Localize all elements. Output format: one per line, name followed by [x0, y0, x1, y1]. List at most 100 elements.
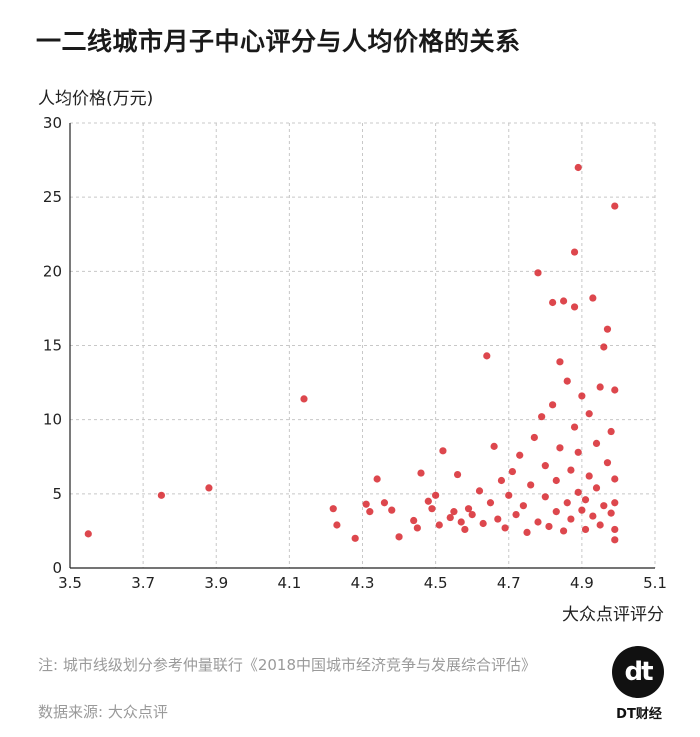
data-point — [519, 502, 527, 510]
data-point — [523, 528, 531, 537]
x-tick-label: 4.5 — [424, 574, 448, 592]
data-point — [578, 506, 586, 514]
data-point — [611, 475, 619, 483]
x-axis-label: 大众点评评分 — [562, 605, 664, 625]
data-point — [574, 448, 582, 456]
data-point — [157, 491, 166, 499]
data-point — [538, 413, 546, 421]
data-point — [457, 518, 465, 526]
data-point — [380, 499, 389, 507]
x-tick-label: 4.7 — [497, 574, 521, 592]
data-point — [611, 536, 619, 544]
data-point — [439, 447, 447, 455]
data-point — [552, 476, 560, 485]
x-tick-label: 3.7 — [131, 574, 155, 592]
data-point — [468, 510, 476, 519]
y-tick-label: 10 — [43, 411, 62, 429]
data-point — [567, 515, 575, 523]
data-point — [333, 521, 341, 529]
x-tick-label: 4.1 — [277, 574, 301, 592]
data-point — [541, 462, 549, 470]
data-point — [607, 509, 615, 517]
dt-logo-icon: dt — [612, 646, 664, 698]
data-point — [559, 527, 568, 535]
data-point — [611, 499, 619, 507]
data-point — [417, 469, 425, 477]
data-point — [559, 297, 568, 305]
data-point — [556, 358, 564, 366]
data-point — [585, 410, 593, 418]
x-tick-label: 4.3 — [351, 574, 375, 592]
data-point — [581, 525, 590, 534]
data-point — [516, 451, 524, 459]
data-point — [450, 508, 458, 516]
y-tick-label: 25 — [43, 188, 62, 206]
data-point — [563, 499, 571, 507]
data-point — [611, 525, 619, 534]
data-point — [603, 325, 612, 333]
data-point — [527, 481, 535, 489]
data-point — [607, 427, 615, 436]
x-tick-label: 4.9 — [570, 574, 594, 592]
data-point — [534, 269, 542, 277]
data-point — [581, 496, 590, 504]
data-points — [84, 163, 619, 544]
data-point — [362, 500, 370, 508]
data-point — [432, 491, 440, 499]
data-point — [556, 444, 564, 452]
data-point — [461, 525, 469, 534]
tick-labels: 3.5 3.7 3.9 4.1 4.3 4.5 4.7 4.9 5.1 0 5 10 15 20 25 30 — [43, 114, 667, 592]
data-point — [574, 163, 582, 172]
chart-title: 一二线城市月子中心评分与人均价格的关系 — [36, 27, 521, 56]
data-point — [373, 475, 381, 483]
data-point — [596, 383, 604, 391]
data-point — [479, 519, 487, 528]
y-axis-label: 人均价格(万元) — [38, 89, 154, 109]
data-point — [545, 522, 553, 531]
data-point — [501, 524, 509, 532]
data-point — [574, 488, 582, 496]
data-point — [552, 508, 560, 516]
data-point — [351, 534, 359, 542]
data-point — [549, 401, 557, 409]
data-point — [589, 294, 597, 302]
data-point — [567, 466, 575, 474]
data-point — [578, 392, 586, 400]
data-point — [483, 352, 491, 360]
data-point — [300, 395, 308, 403]
data-point — [505, 491, 513, 499]
y-tick-label: 15 — [43, 337, 62, 355]
data-point — [464, 505, 473, 513]
data-point — [592, 439, 601, 447]
logo-text: DT财经 — [616, 707, 662, 722]
data-point — [592, 484, 601, 492]
data-point — [410, 516, 418, 525]
data-point — [424, 497, 432, 505]
data-point — [530, 433, 538, 442]
data-point — [585, 472, 593, 480]
data-point — [570, 248, 579, 256]
data-point — [603, 459, 612, 467]
data-point — [205, 484, 213, 492]
data-point — [486, 499, 495, 507]
data-point — [600, 502, 608, 510]
y-tick-label: 5 — [52, 485, 62, 503]
data-point — [490, 442, 498, 450]
data-point — [435, 521, 443, 529]
data-point — [570, 303, 579, 311]
data-point — [329, 505, 337, 513]
data-point — [428, 505, 436, 513]
data-point — [611, 386, 619, 394]
data-point — [453, 470, 462, 479]
grid-lines — [70, 122, 656, 568]
data-point — [494, 515, 502, 523]
data-point — [541, 493, 549, 501]
axes — [69, 123, 655, 569]
data-point — [512, 510, 520, 519]
data-point — [508, 467, 517, 476]
y-tick-label: 30 — [43, 114, 62, 132]
data-source: 数据来源: 大众点评 — [38, 703, 168, 721]
data-point — [446, 513, 454, 522]
data-point — [596, 521, 604, 529]
